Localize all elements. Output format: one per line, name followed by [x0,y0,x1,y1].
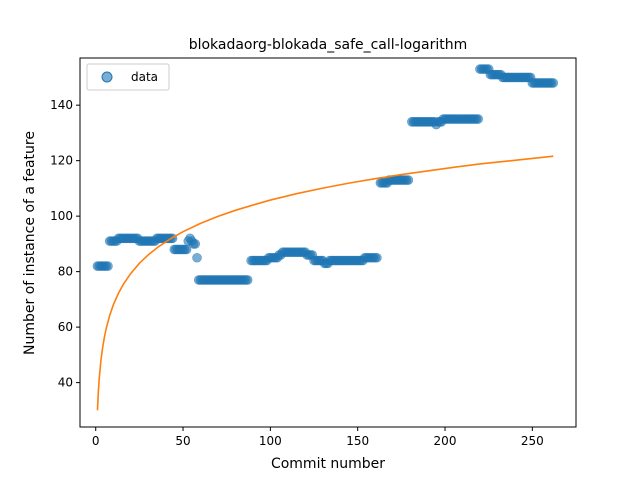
data-point [372,252,382,263]
legend-box [86,63,170,91]
plot-frame [79,57,577,428]
y-tick-label: 120 [50,154,73,168]
x-axis-label: Commit number [271,456,385,472]
legend-marker-data [101,71,113,83]
y-tick-label: 140 [50,98,73,112]
data-point [242,275,253,285]
y-axis: 40 60 80 100 120 140 [50,98,80,390]
y-tick-label: 100 [50,209,73,223]
x-tick-label: 200 [434,434,457,448]
y-axis-label: Number of instance of a feature [22,131,38,355]
y-tick-label: 40 [58,376,73,390]
y-tick-label: 80 [58,265,73,279]
y-tick-label: 60 [58,320,73,334]
chart-title: blokadaorg-blokada_safe_call-logarithm [189,37,468,53]
x-axis: 0 50 100 150 200 250 [92,427,544,448]
data-point [192,252,202,263]
x-tick-label: 0 [92,434,100,448]
legend: data [86,63,170,91]
x-tick-label: 250 [521,434,544,448]
plot-area [92,64,559,411]
x-tick-label: 150 [346,434,369,448]
data-point [473,114,484,124]
data-point [190,239,201,249]
data-point [103,261,113,271]
data-point [548,78,559,88]
legend-label-data: data [131,70,158,84]
x-tick-label: 50 [175,434,190,448]
data-point [403,175,414,185]
fit-line [96,155,554,411]
x-tick-label: 100 [259,434,282,448]
